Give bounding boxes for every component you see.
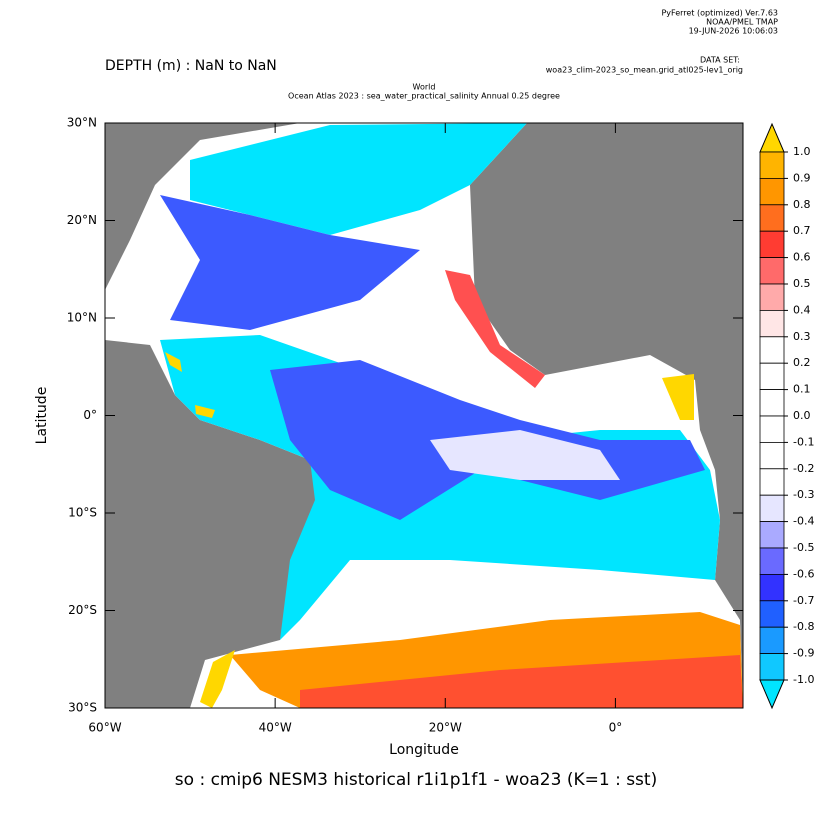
y-tick-label: 20°S (68, 603, 97, 617)
colorbar-band (759, 257, 785, 285)
colorbar-label: -0.1 (793, 435, 814, 448)
colorbar-band (759, 521, 785, 549)
colorbar-band (759, 600, 785, 628)
colorbar-band (759, 177, 785, 206)
y-tick-label: 30°S (68, 701, 97, 715)
dataset: woa23_clim-2023_so_mean.grid_atl025-lev1… (546, 66, 743, 75)
title-line1: World (413, 83, 436, 92)
colorbar-label: -0.6 (793, 567, 814, 580)
colorbar-band (759, 362, 785, 391)
colorbar-band (759, 389, 785, 417)
footer: so : cmip6 NESM3 historical r1i1p1f1 - w… (175, 770, 657, 790)
colorbar-label: 1.0 (793, 145, 811, 158)
colorbar-label: -0.5 (793, 541, 814, 554)
date: 19-JUN-2026 10:06:03 (689, 27, 778, 36)
colorbar-band (759, 547, 785, 575)
map-field (104, 122, 744, 709)
colorbar-label: -0.4 (793, 515, 814, 528)
colorbar-band (759, 415, 785, 443)
coast-yellow (662, 374, 694, 420)
y-tick-label: 10°N (67, 311, 97, 325)
y-tick-label: 10°S (68, 506, 97, 520)
ocean-lightblue (430, 430, 620, 480)
org: NOAA/PMEL TMAP (706, 18, 778, 27)
colorbar-label: -0.7 (793, 594, 814, 607)
colorbar-band (759, 151, 785, 179)
colorbar-label: 0.0 (793, 409, 811, 422)
colorbar-label: 0.4 (793, 303, 811, 316)
colorbar-band (759, 336, 785, 364)
colorbar-triangle (759, 679, 785, 710)
colorbar-label: 0.5 (793, 277, 811, 290)
coast-yellow (165, 352, 182, 372)
x-axis-label: Longitude (389, 742, 459, 758)
colorbar-label: 0.9 (793, 171, 811, 184)
ocean-red (300, 655, 743, 708)
colorbar-band (759, 653, 785, 681)
x-tick-label: 40°W (259, 721, 292, 735)
colorbar-band (759, 204, 785, 232)
y-axis-label: Latitude (34, 387, 50, 445)
colorbar-label: 0.6 (793, 251, 811, 264)
colorbar-band (759, 309, 785, 338)
y-tick-label: 0° (83, 408, 97, 422)
ocean-cyan (190, 123, 527, 235)
colorbar-band (759, 283, 785, 311)
colorbar-label: -1.0 (793, 673, 814, 686)
colorbar-band (759, 574, 785, 602)
dataset-label: DATA SET: (700, 56, 740, 65)
colorbar-label: -0.9 (793, 647, 814, 660)
colorbar-band (759, 230, 785, 258)
x-tick-label: 20°W (429, 721, 462, 735)
colorbar-label: -0.3 (793, 488, 814, 501)
colorbar-band (759, 468, 785, 496)
y-tick-label: 20°N (67, 213, 97, 227)
x-tick-label: 60°W (88, 721, 121, 735)
colorbar-label: -0.2 (793, 462, 814, 475)
coast-yellow (195, 405, 215, 418)
depth: DEPTH (m) : NaN to NaN (105, 58, 277, 74)
ocean-blue (160, 195, 420, 330)
x-tick-label: 0° (609, 721, 623, 735)
y-tick-label: 30°N (67, 116, 97, 130)
colorbar-label: 0.3 (793, 330, 811, 343)
title-line2: Ocean Atlas 2023 : sea_water_practical_s… (288, 92, 560, 101)
colorbar-label: 0.7 (793, 224, 811, 237)
colorbar-band (759, 441, 785, 470)
colorbar-label: 0.2 (793, 356, 811, 369)
colorbar-band (759, 494, 785, 523)
software: PyFerret (optimized) Ver.7.63 (661, 9, 778, 18)
coast-red (445, 270, 545, 388)
colorbar-band (759, 626, 785, 655)
colorbar-label: 0.1 (793, 383, 811, 396)
colorbar-label: 0.8 (793, 198, 811, 211)
colorbar-triangle (759, 122, 785, 153)
colorbar-label: -0.8 (793, 620, 814, 633)
coast-yellow (200, 650, 235, 708)
